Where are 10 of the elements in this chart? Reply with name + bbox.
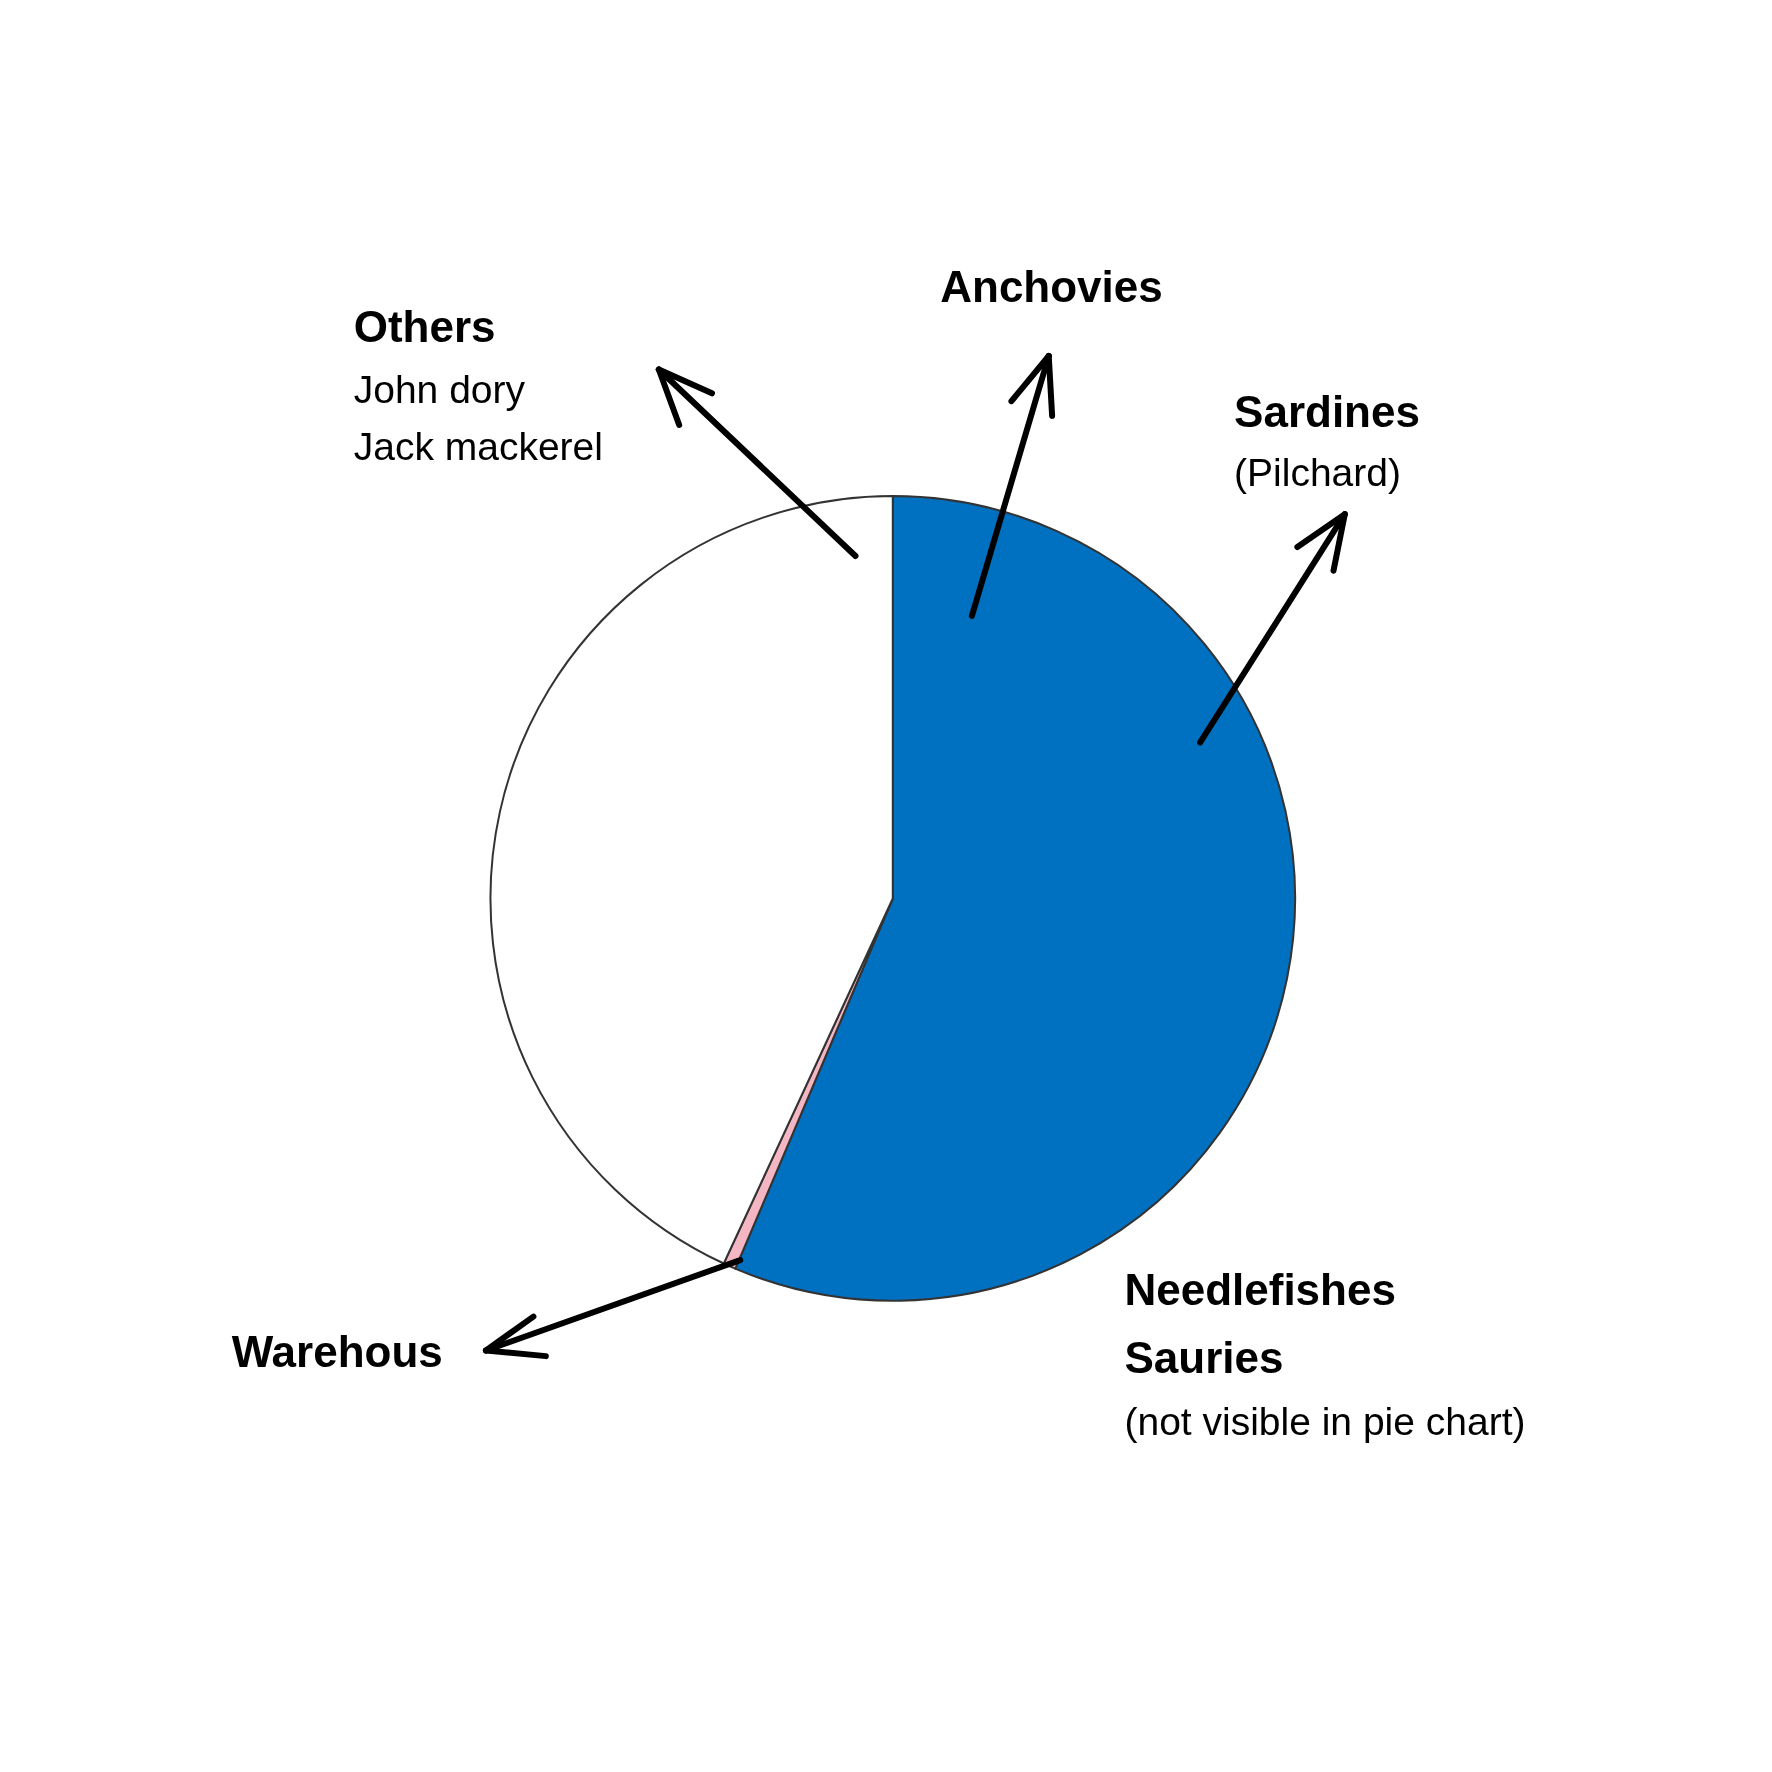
text: Needlefishes bbox=[1124, 1265, 1396, 1315]
text: Others bbox=[353, 302, 496, 352]
text: Anchovies bbox=[940, 261, 1163, 311]
text: Warehous bbox=[231, 1327, 443, 1377]
text: (Pilchard) bbox=[1234, 450, 1401, 494]
text: John dory bbox=[353, 368, 526, 412]
text: Sardines bbox=[1234, 387, 1420, 437]
text: Sauries bbox=[1124, 1333, 1284, 1383]
text: Jack mackerel bbox=[353, 424, 603, 468]
text: (not visible in pie chart) bbox=[1124, 1400, 1526, 1444]
